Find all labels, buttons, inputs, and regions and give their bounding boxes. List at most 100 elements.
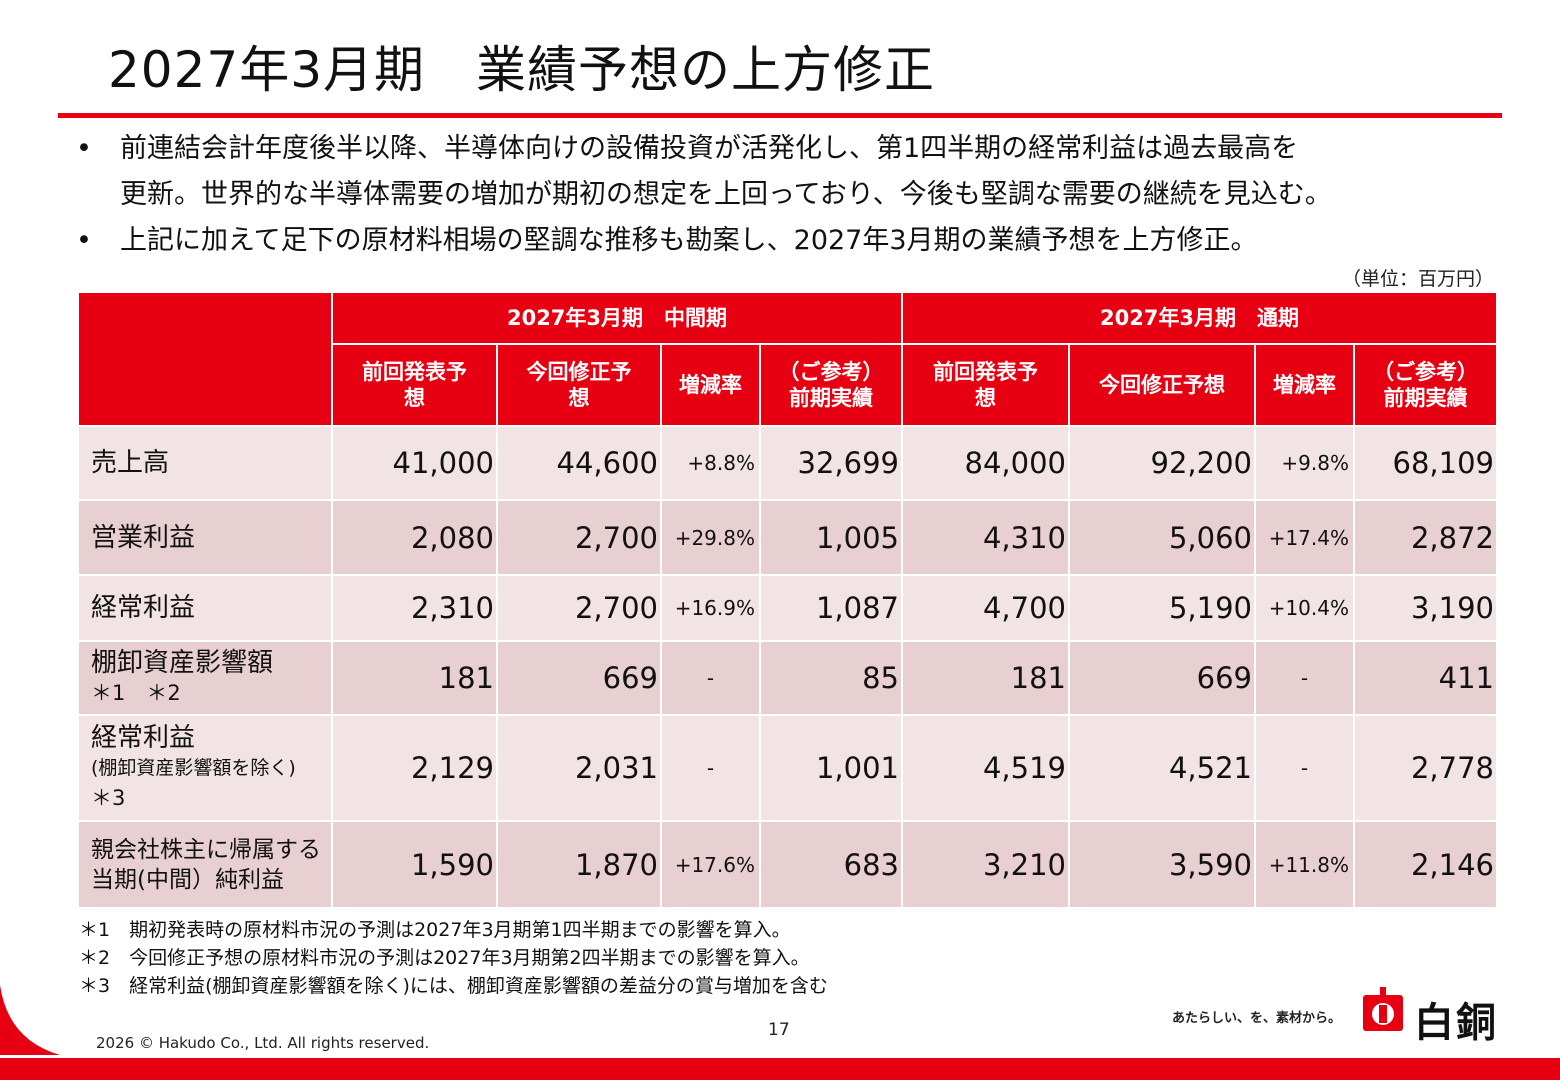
title-divider [58,113,1502,118]
row-label-line: 営業利益 [91,522,196,553]
table-row-label: 売上高 [79,427,331,499]
table-rate-cell: +11.8% [1256,822,1353,907]
table-value-cell: 181 [333,642,496,714]
table-value-cell: 1,005 [761,501,901,574]
header-text: 増減率 [679,373,742,397]
table-rate-cell: +17.6% [662,822,759,907]
table-value-cell: 2,872 [1355,501,1496,574]
table-rate-cell: - [662,642,759,714]
table-corner-header [79,293,331,425]
table-group-header: 2027年3月期 中間期 [333,293,901,343]
header-text: （ご参考） [1373,360,1478,384]
table-value-cell: 2,031 [498,716,660,820]
header-text: 今回修正予想 [1099,373,1225,397]
table-column-header: （ご参考） 前期実績 [1355,345,1496,425]
footnotes: ＊1 期初発表時の原材料市況の予測は2027年3月期第1四半期までの影響を算入。… [79,916,828,1000]
table-rate-cell: +8.8% [662,427,759,499]
bullet-line: 前連結会計年度後半以降、半導体向けの設備投資が活発化し、第1四半期の経常利益は過… [120,133,1299,164]
company-logo-text: 白銅 [1414,1000,1498,1046]
table-value-cell: 41,000 [333,427,496,499]
page-title: 2027年3月期 業績予想の上方修正 [108,41,936,99]
row-label-line: 当期(中間）純利益 [91,866,284,893]
table-column-header: 増減率 [662,345,759,425]
table-value-cell: 2,080 [333,501,496,574]
table-value-cell: 4,310 [903,501,1068,574]
table-value-cell: 32,699 [761,427,901,499]
table-rate-cell: +10.4% [1256,576,1353,640]
table-value-cell: 181 [903,642,1068,714]
table-value-cell: 1,870 [498,822,660,907]
table-row-label: 営業利益 [79,501,331,574]
header-text: 前期実績 [789,386,873,410]
table-value-cell: 68,109 [1355,427,1496,499]
header-text: 前期実績 [1383,386,1468,410]
table-column-header: 前回発表予想 [903,345,1068,425]
table-value-cell: 2,129 [333,716,496,820]
footnote: ＊3 経常利益(棚卸資産影響額を除く)には、棚卸資産影響額の差益分の賞与増加を含… [79,975,828,997]
bullet-marker: • [76,225,92,256]
table-row-label: 棚卸資産影響額 ＊1 ＊2 [79,642,331,714]
header-text: 今回修正予 [526,360,632,384]
footnote: ＊1 期初発表時の原材料市況の予測は2027年3月期第1四半期までの影響を算入。 [79,919,791,941]
company-logo-icon [1363,987,1403,1031]
bullet-item: • 前連結会計年度後半以降、半導体向けの設備投資が活発化し、第1四半期の経常利益… [72,126,1502,218]
table-value-cell: 3,190 [1355,576,1496,640]
footnote: ＊2 今回修正予想の原材料市況の予測は2027年3月期第2四半期までの影響を算入… [79,947,810,969]
row-label-line: ＊1 ＊2 [91,681,181,705]
table-group-header: 2027年3月期 通期 [903,293,1496,343]
table-value-cell: 2,778 [1355,716,1496,820]
bullet-line: 上記に加えて足下の原材料相場の堅調な推移も勘案し、2027年3月期の業績予想を上… [120,225,1258,256]
forecast-table: 2027年3月期 中間期 2027年3月期 通期 前回発表予想今回修正予想増減率 （ご… [79,293,1496,907]
table-value-cell: 1,087 [761,576,901,640]
table-rate-cell: +17.4% [1256,501,1353,574]
bullet-item: • 上記に加えて足下の原材料相場の堅調な推移も勘案し、2027年3月期の業績予想… [72,218,1502,264]
table-value-cell: 2,700 [498,576,660,640]
table-column-header: 増減率 [1256,345,1353,425]
row-label-line: ＊3 [91,786,126,810]
table-rate-cell: - [662,716,759,820]
table-value-cell: 5,190 [1070,576,1254,640]
header-text: 想 [975,386,996,410]
table-row-label: 経常利益 [79,576,331,640]
header-text: 前回発表予 [362,360,467,384]
table-value-cell: 2,310 [333,576,496,640]
table-value-cell: 3,590 [1070,822,1254,907]
table-rate-cell: +29.8% [662,501,759,574]
table-rate-cell: +9.8% [1256,427,1353,499]
table-value-cell: 1,590 [333,822,496,907]
copyright: 2026 © Hakudo Co., Ltd. All rights reser… [96,1034,430,1052]
header-text: 増減率 [1273,373,1336,397]
bullet-line: 更新。世界的な半導体需要の増加が期初の想定を上回っており、今後も堅調な需要の継続… [120,179,1332,210]
table-value-cell: 2,146 [1355,822,1496,907]
header-text: 想 [404,386,425,410]
table-value-cell: 2,700 [498,501,660,574]
table-value-cell: 669 [498,642,660,714]
header-text: 前回発表予 [933,360,1038,384]
row-label-line: 親会社株主に帰属する [91,836,321,863]
table-value-cell: 3,210 [903,822,1068,907]
row-label-line: 経常利益 [91,723,196,753]
bullet-marker: • [76,133,92,164]
table-value-cell: 44,600 [498,427,660,499]
table-value-cell: 85 [761,642,901,714]
table-value-cell: 669 [1070,642,1254,714]
row-label-line: 棚卸資産影響額 [91,648,274,678]
corner-swoosh [0,985,60,1055]
unit-label: （単位：百万円） [1341,268,1494,290]
table-value-cell: 92,200 [1070,427,1254,499]
header-text: （ご参考） [778,360,884,384]
table-value-cell: 411 [1355,642,1496,714]
table-column-header: 前回発表予想 [333,345,496,425]
row-label-line: 売上高 [91,448,170,478]
header-text: 想 [568,386,590,410]
table-value-cell: 4,519 [903,716,1068,820]
table-value-cell: 84,000 [903,427,1068,499]
row-label-line: (棚卸資産影響額を除く) [91,757,296,779]
page-number: 17 [768,1020,790,1040]
table-rate-cell: +16.9% [662,576,759,640]
table-row-label: 親会社株主に帰属する 当期(中間）純利益 [79,822,331,907]
table-rate-cell: - [1256,716,1353,820]
bullet-list: • 前連結会計年度後半以降、半導体向けの設備投資が活発化し、第1四半期の経常利益… [72,126,1502,264]
table-column-header: 今回修正予想 [498,345,660,425]
footer-accent [0,1058,1560,1080]
